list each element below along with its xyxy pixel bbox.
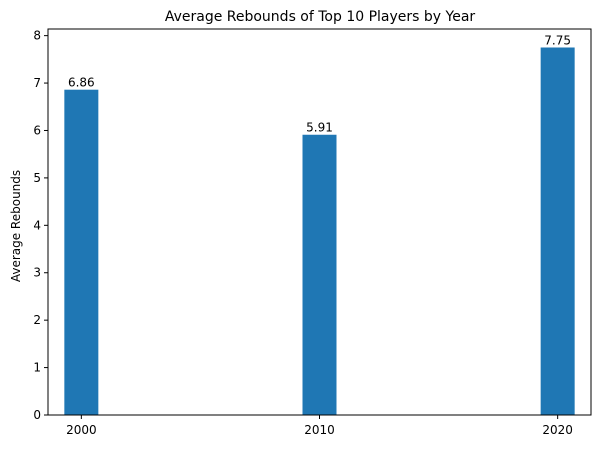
- y-tick-label-1: 1: [33, 361, 41, 375]
- data-labels-group: 6.86 5.91 7.75: [68, 33, 571, 134]
- y-tick-label-4: 4: [33, 218, 41, 232]
- data-label-2020: 7.75: [544, 33, 571, 47]
- y-axis-ticks: 0 1 2 3 4 5 6 7 8: [33, 29, 48, 422]
- y-tick-label-0: 0: [33, 408, 41, 422]
- chart-title: Average Rebounds of Top 10 Players by Ye…: [165, 9, 476, 25]
- plot-frame: [47, 28, 592, 416]
- x-axis-ticks: 2000 2010 2020: [66, 415, 573, 437]
- x-tick-label-2000: 2000: [66, 423, 97, 437]
- y-tick-label-5: 5: [33, 171, 41, 185]
- x-tick-label-2020: 2020: [542, 423, 573, 437]
- data-label-2000: 6.86: [68, 76, 95, 90]
- y-tick-label-2: 2: [33, 313, 41, 327]
- bars-group: [64, 47, 575, 416]
- y-tick-label-8: 8: [33, 29, 41, 43]
- data-label-2010: 5.91: [306, 121, 333, 135]
- y-tick-label-3: 3: [33, 266, 41, 280]
- bar-2000: [64, 89, 99, 416]
- y-axis-label: Average Rebounds: [9, 170, 23, 282]
- x-tick-label-2010: 2010: [304, 423, 335, 437]
- bar-2010: [302, 134, 337, 415]
- y-tick-label-6: 6: [33, 123, 41, 137]
- bar-2020: [540, 47, 575, 415]
- y-tick-label-7: 7: [33, 76, 41, 90]
